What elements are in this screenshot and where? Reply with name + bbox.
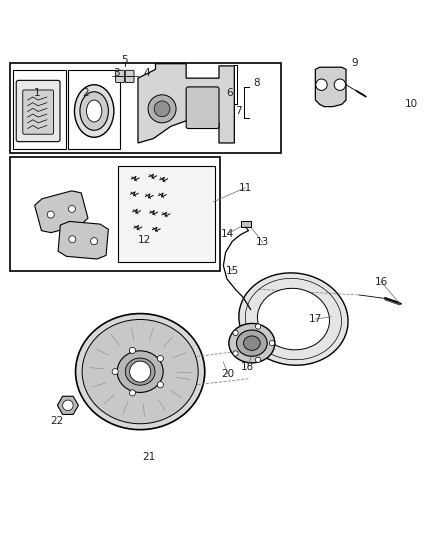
Circle shape [334,79,346,91]
Bar [241,221,251,227]
Text: 6: 6 [226,88,233,99]
Text: 3: 3 [113,68,120,78]
Circle shape [129,348,135,353]
Ellipse shape [80,92,109,130]
Text: 7: 7 [235,106,242,116]
Circle shape [316,79,327,91]
Circle shape [269,341,275,346]
Text: 8: 8 [253,77,260,87]
Circle shape [129,390,135,396]
Ellipse shape [258,288,329,350]
Circle shape [69,236,76,243]
Bar [13,70,66,149]
Text: 18: 18 [241,362,254,372]
Circle shape [255,324,261,329]
Circle shape [154,101,170,117]
Ellipse shape [117,351,163,392]
Text: 1: 1 [34,88,41,99]
Ellipse shape [229,324,275,363]
Text: 2: 2 [82,88,89,99]
Polygon shape [315,67,346,107]
Circle shape [47,211,54,218]
FancyBboxPatch shape [125,70,134,83]
Ellipse shape [237,330,267,356]
Circle shape [148,95,176,123]
Text: 22: 22 [50,416,64,426]
Circle shape [255,357,261,362]
FancyBboxPatch shape [186,87,219,128]
Circle shape [233,330,238,335]
Text: 21: 21 [142,452,155,462]
Ellipse shape [244,336,260,350]
Bar [118,166,215,262]
Text: 17: 17 [309,314,322,324]
Circle shape [157,356,163,361]
FancyBboxPatch shape [16,80,60,142]
Text: 12: 12 [138,235,151,245]
Text: 15: 15 [226,266,239,276]
Text: 4: 4 [143,68,150,78]
Ellipse shape [74,85,114,138]
Circle shape [63,400,73,410]
Circle shape [130,361,151,382]
Polygon shape [138,64,234,143]
Bar [68,70,120,149]
Text: 13: 13 [256,237,269,247]
Text: 14: 14 [221,229,234,239]
Text: 16: 16 [374,277,388,287]
Circle shape [112,368,118,375]
Bar [10,157,220,271]
FancyBboxPatch shape [116,70,124,83]
Polygon shape [35,191,88,232]
Circle shape [91,238,98,245]
Text: 11: 11 [239,183,252,192]
Ellipse shape [239,273,348,365]
Text: 20: 20 [221,369,234,379]
FancyBboxPatch shape [23,90,53,134]
Circle shape [233,351,238,356]
Text: 9: 9 [351,58,358,68]
Text: 5: 5 [121,55,128,65]
Ellipse shape [82,319,198,424]
Bar [10,63,281,152]
Text: 10: 10 [405,100,418,109]
Ellipse shape [125,358,155,385]
Circle shape [157,382,163,388]
Ellipse shape [86,100,102,122]
Ellipse shape [76,313,205,430]
Circle shape [68,205,75,213]
Polygon shape [58,221,108,259]
